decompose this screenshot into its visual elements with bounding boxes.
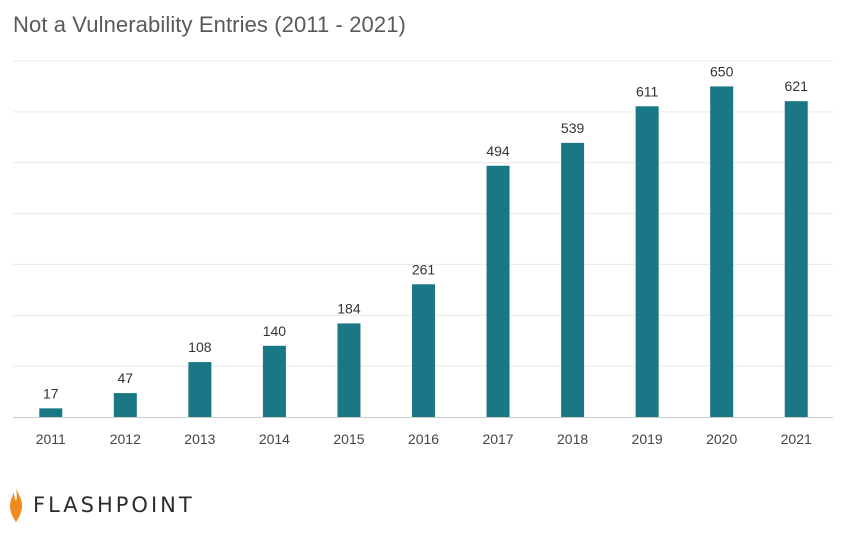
bar-2020	[710, 86, 734, 417]
bar-2018	[561, 142, 585, 417]
x-tick-label-2016: 2016	[408, 431, 439, 447]
x-tick-label-2011: 2011	[36, 431, 66, 447]
x-tick-label-2018: 2018	[557, 431, 588, 447]
bar-chart: 17 47 108 140 184 261 494 539 611 650 621 2011 2012…	[13, 60, 833, 447]
x-tick-label-2015: 2015	[333, 431, 364, 447]
bar-2021	[784, 101, 808, 418]
x-tick-label-2012: 2012	[110, 431, 141, 447]
data-label-2012: 47	[118, 370, 134, 386]
data-label-2018: 539	[561, 120, 585, 136]
flashpoint-logo: FLASHPOINT	[9, 487, 195, 523]
bar-2015	[337, 323, 361, 417]
chart-title: Not a Vulnerability Entries (2011 - 2021…	[13, 12, 406, 37]
bar-2011	[39, 408, 63, 417]
data-label-2019: 611	[636, 83, 659, 99]
data-label-2013: 108	[188, 339, 212, 355]
data-labels: 17 47 108 140 184 261 494 539 611 650 621	[43, 63, 808, 401]
x-tick-label-2014: 2014	[259, 431, 290, 447]
bar-2014	[262, 345, 286, 417]
data-label-2015: 184	[337, 300, 361, 316]
data-label-2011: 17	[43, 385, 59, 401]
bars	[39, 86, 808, 418]
data-label-2014: 140	[263, 323, 287, 339]
data-label-2020: 650	[710, 63, 734, 79]
data-label-2017: 494	[486, 143, 510, 159]
x-tick-label-2017: 2017	[482, 431, 513, 447]
x-tick-label-2020: 2020	[706, 431, 737, 447]
logo-wordmark: FLASHPOINT	[33, 493, 195, 517]
bar-2013	[188, 362, 212, 417]
bar-2012	[113, 393, 137, 417]
x-axis-ticks: 2011 2012 2013 2014 2015 2016 2017 2018 2019 2020…	[36, 431, 812, 447]
flame-icon	[10, 488, 22, 522]
bar-2017	[486, 165, 510, 417]
bar-2019	[635, 106, 659, 418]
x-tick-label-2021: 2021	[781, 431, 812, 447]
data-label-2021: 621	[785, 78, 809, 94]
x-tick-label-2019: 2019	[632, 431, 663, 447]
data-label-2016: 261	[412, 261, 436, 277]
bar-2016	[412, 284, 435, 417]
x-tick-label-2013: 2013	[184, 431, 215, 447]
